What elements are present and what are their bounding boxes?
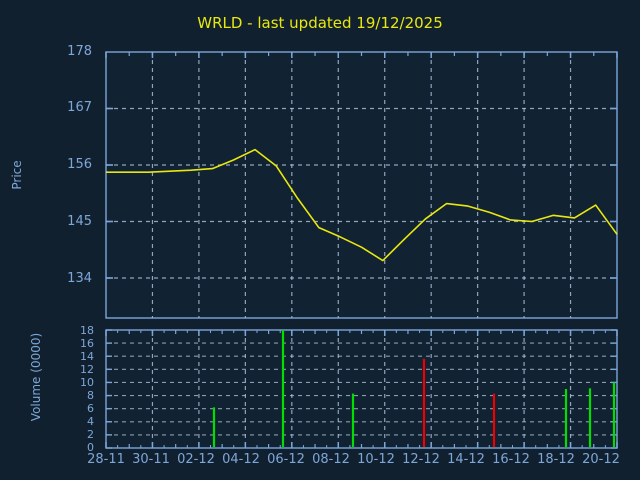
date-tick-label-6: 10-12 (357, 452, 395, 467)
price-line (106, 148, 618, 262)
date-tick-label-8: 14-12 (447, 452, 485, 467)
price-panel-border (105, 51, 618, 319)
date-tick-label-2: 02-12 (177, 452, 215, 467)
date-tick-label-7: 12-12 (402, 452, 440, 467)
volume-tick-label-4: 4 (87, 415, 94, 428)
price-tick-label-145: 145 (67, 214, 92, 229)
volume-tick-label-10: 10 (80, 376, 94, 389)
price-tick-label-178: 178 (67, 44, 92, 59)
volume-tick-label-14: 14 (80, 350, 94, 363)
price-plot-area (105, 51, 618, 319)
date-tick-label-1: 30-11 (132, 452, 170, 467)
date-tick-label-5: 08-12 (312, 452, 350, 467)
date-tick-label-10: 18-12 (537, 452, 575, 467)
date-tick-label-9: 16-12 (492, 452, 530, 467)
volume-tick-label-0: 0 (87, 441, 94, 454)
volume-tick-label-18: 18 (80, 324, 94, 337)
price-tick-label-156: 156 (67, 157, 92, 172)
volume-tick-label-6: 6 (87, 402, 94, 415)
date-tick-label-11: 20-12 (582, 452, 620, 467)
price-tick-label-167: 167 (67, 100, 92, 115)
volume-tick-label-12: 12 (80, 363, 94, 376)
date-tick-label-3: 04-12 (222, 452, 260, 467)
chart-title: WRLD - last updated 19/12/2025 (197, 14, 443, 32)
date-tick-label-0: 28-11 (87, 452, 125, 467)
price-tick-label-134: 134 (67, 271, 92, 286)
volume-plot-area (105, 329, 618, 449)
volume-tick-label-2: 2 (87, 428, 94, 441)
volume-tick-label-16: 16 (80, 337, 94, 350)
volume-tick-label-8: 8 (87, 389, 94, 402)
volume-panel-border (105, 329, 618, 449)
date-tick-label-4: 06-12 (267, 452, 305, 467)
